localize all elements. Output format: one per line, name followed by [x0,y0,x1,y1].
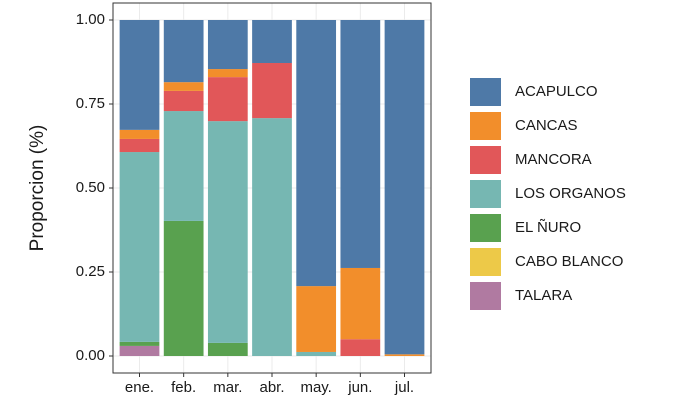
legend-key [470,282,501,310]
legend-key [470,146,501,174]
legend-key [470,180,501,208]
legend-label: MANCORA [515,151,592,168]
bar-segment [119,138,160,153]
bar-segment [163,82,204,91]
x-tick-label: jun. [347,379,372,396]
y-tick-label: 0.75 [76,95,105,112]
y-axis-title: Proporcion (%) [27,125,48,252]
bar-segment [207,69,248,78]
bar-segment [207,121,248,343]
x-tick-label: feb. [171,379,196,396]
bar-segment [340,339,381,356]
bar-segment [296,286,337,352]
legend-label: ACAPULCO [515,83,598,100]
legend-key [470,214,501,242]
bar-segment [163,111,204,221]
legend-label: TALARA [515,287,572,304]
x-tick-label: ene. [125,379,154,396]
y-tick-label: 0.25 [76,263,105,280]
legend-key [470,248,501,276]
bar-segment [119,129,160,139]
legend-key [470,112,501,140]
bar-segment [340,20,381,268]
bar-segment [119,341,160,346]
legend-label: LOS ORGANOS [515,185,626,202]
x-tick-label: abr. [259,379,284,396]
bar-segment [296,351,337,356]
bar-segment [163,220,204,356]
bar-segment [296,20,337,287]
bar-segment [163,90,204,112]
bar-segment [207,20,248,70]
bar-segment [252,63,292,119]
bar-segment [340,267,381,340]
bar-segment [119,20,160,130]
legend-key [470,78,501,106]
bar-segment [384,354,425,356]
legend-label: CABO BLANCO [515,253,623,270]
y-tick-label: 0.00 [76,347,105,364]
bar-segment [252,118,292,356]
bar-segment [119,345,160,356]
legend-label: CANCAS [515,117,578,134]
x-tick-label: mar. [213,379,242,396]
legend-label: EL ÑURO [515,219,581,236]
bar-segment [384,20,425,355]
x-tick-label: jul. [394,379,414,396]
bar-segment [207,77,248,122]
y-tick-label: 1.00 [76,11,105,28]
bar-segment [163,20,204,83]
y-tick-label: 0.50 [76,179,105,196]
bar-segment [207,342,248,356]
bar-segment [252,20,292,64]
bar-segment [119,152,160,342]
x-tick-label: may. [300,379,331,396]
